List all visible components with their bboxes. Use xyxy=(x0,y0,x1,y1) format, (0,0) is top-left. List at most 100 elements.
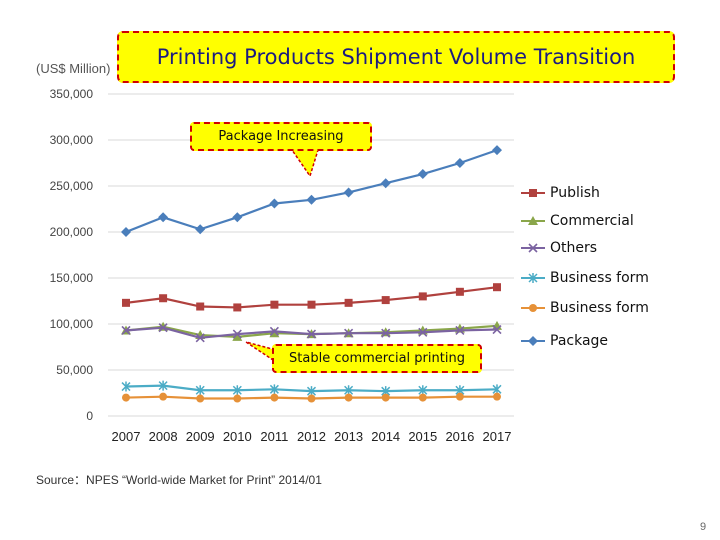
data-point xyxy=(306,386,317,397)
x-tick-label: 2015 xyxy=(408,429,437,444)
data-point xyxy=(418,327,428,337)
series-5 xyxy=(121,145,502,237)
data-point xyxy=(196,394,205,403)
source-note: Source：NPES “World-wide Market for Print… xyxy=(36,473,322,487)
legend-label: Business form xyxy=(550,300,649,316)
data-point xyxy=(417,169,428,180)
legend-item: Others xyxy=(520,238,597,258)
series-3 xyxy=(121,380,502,397)
legend-marker xyxy=(529,189,537,197)
data-point xyxy=(195,385,205,396)
callout-stable-commercial: Stable commercial printing xyxy=(272,344,482,373)
data-point xyxy=(344,385,354,396)
data-point xyxy=(159,294,168,303)
callout-package-increasing: Package Increasing xyxy=(190,122,372,151)
page-number: 9 xyxy=(700,521,707,533)
y-tick-label: 250,000 xyxy=(50,179,94,193)
chart-title: Printing Products Shipment Volume Transi… xyxy=(117,31,675,83)
y-tick-label: 350,000 xyxy=(50,87,94,101)
data-point xyxy=(269,326,279,336)
data-point xyxy=(306,329,317,339)
legend-item: Publish xyxy=(520,183,600,203)
legend-swatch xyxy=(521,336,545,346)
data-point xyxy=(233,394,242,403)
data-point xyxy=(418,292,427,301)
data-point xyxy=(381,393,390,402)
data-point xyxy=(269,198,280,209)
data-point xyxy=(269,384,279,395)
legend-swatch xyxy=(521,243,545,253)
data-point xyxy=(270,393,279,402)
data-point xyxy=(233,303,242,312)
data-point xyxy=(121,227,131,237)
data-point xyxy=(381,328,391,338)
series-2 xyxy=(121,323,502,343)
data-point xyxy=(493,283,501,292)
y-axis-ticks: 0 50,000 100,000 150,000 200,000 250,000 300,0… xyxy=(50,87,94,423)
x-tick-label: 2010 xyxy=(223,429,252,444)
data-point xyxy=(121,325,131,336)
x-tick-label: 2017 xyxy=(483,429,512,444)
data-point xyxy=(343,187,354,198)
legend-swatch xyxy=(521,304,545,312)
data-point xyxy=(418,385,428,396)
legend-label: Others xyxy=(550,240,598,256)
data-point xyxy=(196,302,205,311)
data-point xyxy=(307,300,316,309)
data-point xyxy=(158,212,169,223)
data-point xyxy=(232,329,242,339)
data-point xyxy=(195,224,206,235)
legend-marker xyxy=(528,273,538,283)
data-point xyxy=(455,325,465,336)
legend-swatch xyxy=(521,189,545,197)
data-point xyxy=(455,392,464,401)
legend-label: Commercial xyxy=(550,213,634,229)
data-point xyxy=(232,331,243,341)
data-point xyxy=(232,212,243,223)
data-point xyxy=(195,333,205,343)
gridlines xyxy=(108,93,514,417)
x-tick-label: 2009 xyxy=(186,429,215,444)
data-point xyxy=(121,381,131,392)
legend-marker xyxy=(528,243,538,253)
data-point xyxy=(492,145,502,156)
x-tick-label: 2008 xyxy=(149,429,178,444)
data-point xyxy=(455,287,464,296)
legend-swatch xyxy=(521,216,545,225)
x-tick-label: 2013 xyxy=(334,429,363,444)
legend-swatch xyxy=(521,273,545,283)
data-point xyxy=(158,380,168,391)
legend-item: Commercial xyxy=(520,211,634,231)
legend-label: Package xyxy=(550,333,609,349)
legend-label: Publish xyxy=(550,185,600,201)
legend-marker xyxy=(528,336,538,346)
y-tick-label: 100,000 xyxy=(50,317,94,331)
x-tick-label: 2016 xyxy=(445,429,474,444)
legend-marker xyxy=(528,216,538,225)
data-point xyxy=(492,384,502,395)
data-point xyxy=(344,393,353,402)
y-tick-label: 0 xyxy=(86,409,93,423)
data-point xyxy=(159,392,168,401)
series-4 xyxy=(122,392,501,403)
legend-item: Business form xyxy=(520,298,649,318)
data-point xyxy=(492,324,502,335)
y-tick-label: 50,000 xyxy=(56,363,93,377)
data-point xyxy=(493,392,501,401)
x-axis-ticks: 2007 2008 2009 2010 2011 2012 2013 2014 2015 2016… xyxy=(112,429,512,444)
data-point xyxy=(307,394,316,403)
data-point xyxy=(122,393,130,402)
x-tick-label: 2011 xyxy=(260,429,288,444)
legend-item: Package xyxy=(520,331,608,351)
data-point xyxy=(232,385,242,396)
data-point xyxy=(418,393,427,402)
data-point xyxy=(306,194,317,205)
legend-marker xyxy=(529,304,537,312)
y-axis-unit-label: (US$ Million) xyxy=(36,61,111,76)
legend-label: Business form xyxy=(550,270,649,286)
x-tick-label: 2012 xyxy=(297,429,326,444)
data-point xyxy=(380,178,391,189)
data-point xyxy=(158,323,168,333)
x-tick-label: 2014 xyxy=(371,429,400,444)
